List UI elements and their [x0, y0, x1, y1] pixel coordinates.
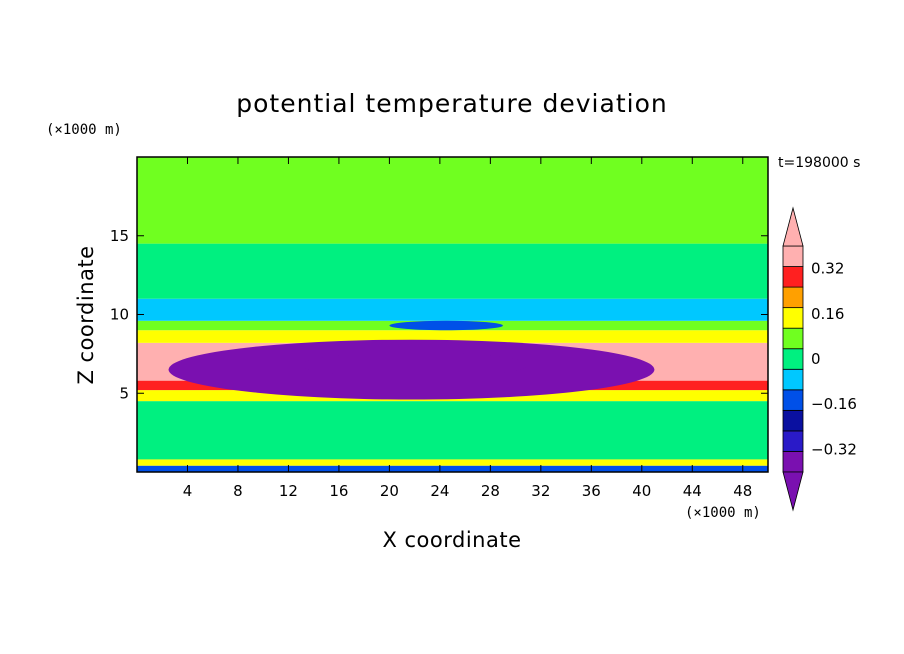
colorbar-swatch [782, 307, 804, 329]
y-axis: 5 10 15 [110, 227, 768, 402]
colorbar-swatch [782, 348, 804, 370]
y-unit-label: (×1000 m) [46, 122, 122, 138]
colorbar-swatch [782, 266, 804, 288]
x-tick-label: 28 [481, 482, 500, 500]
colorbar-swatch [782, 389, 804, 411]
colorbar-swatch [782, 409, 804, 432]
x-tick-label: 12 [279, 482, 298, 500]
field-layer-10 [137, 157, 768, 244]
time-label: t=198000 s [778, 155, 860, 171]
plot-area [137, 157, 768, 472]
x-tick-label: 44 [683, 482, 702, 500]
field-layer-8 [137, 298, 768, 321]
x-unit-label: (×1000 m) [685, 505, 761, 521]
field-layer-6 [137, 330, 768, 343]
field-layer-9 [137, 243, 768, 299]
colorbar-label: 0 [811, 350, 821, 368]
x-tick-label: 4 [183, 482, 193, 500]
field-layer-0 [137, 465, 768, 472]
colorbar-swatch [782, 430, 804, 452]
colorbar-label: −0.32 [811, 440, 857, 458]
y-tick-label: 5 [119, 384, 129, 402]
anomaly-cold-inner [301, 352, 529, 378]
colorbar-swatch [782, 245, 804, 267]
colorbar-swatch [782, 368, 804, 391]
y-tick-label: 15 [110, 227, 129, 245]
x-tick-label: 36 [582, 482, 601, 500]
x-tick-label: 20 [380, 482, 399, 500]
colorbar-over-arrow [782, 206, 804, 247]
field-layer-2 [137, 401, 768, 460]
colorbar: 0.32 0.16 0 −0.16 −0.32 [782, 206, 857, 512]
colorbar-under-arrow [782, 471, 804, 512]
x-tick-label: 40 [632, 482, 651, 500]
x-axis: 4 8 12 16 20 24 28 32 36 40 44 48 [183, 157, 752, 500]
x-tick-label: 8 [233, 482, 243, 500]
anomaly-cool-band [389, 320, 503, 331]
colorbar-swatch [782, 327, 804, 350]
colorbar-label: −0.16 [811, 395, 857, 413]
x-tick-label: 24 [430, 482, 449, 500]
y-tick-label: 10 [110, 306, 129, 324]
colorbar-swatch [782, 451, 804, 473]
x-tick-label: 16 [329, 482, 348, 500]
colorbar-label: 0.16 [811, 305, 844, 323]
x-tick-label: 32 [531, 482, 550, 500]
x-tick-label: 48 [733, 482, 752, 500]
x-axis-title: X coordinate [382, 528, 521, 552]
chart-title: potential temperature deviation [236, 89, 667, 118]
colorbar-label: 0.32 [811, 260, 844, 278]
colorbar-swatch [782, 286, 804, 309]
field-layer-1 [137, 459, 768, 466]
y-axis-title: Z coordinate [74, 245, 98, 384]
